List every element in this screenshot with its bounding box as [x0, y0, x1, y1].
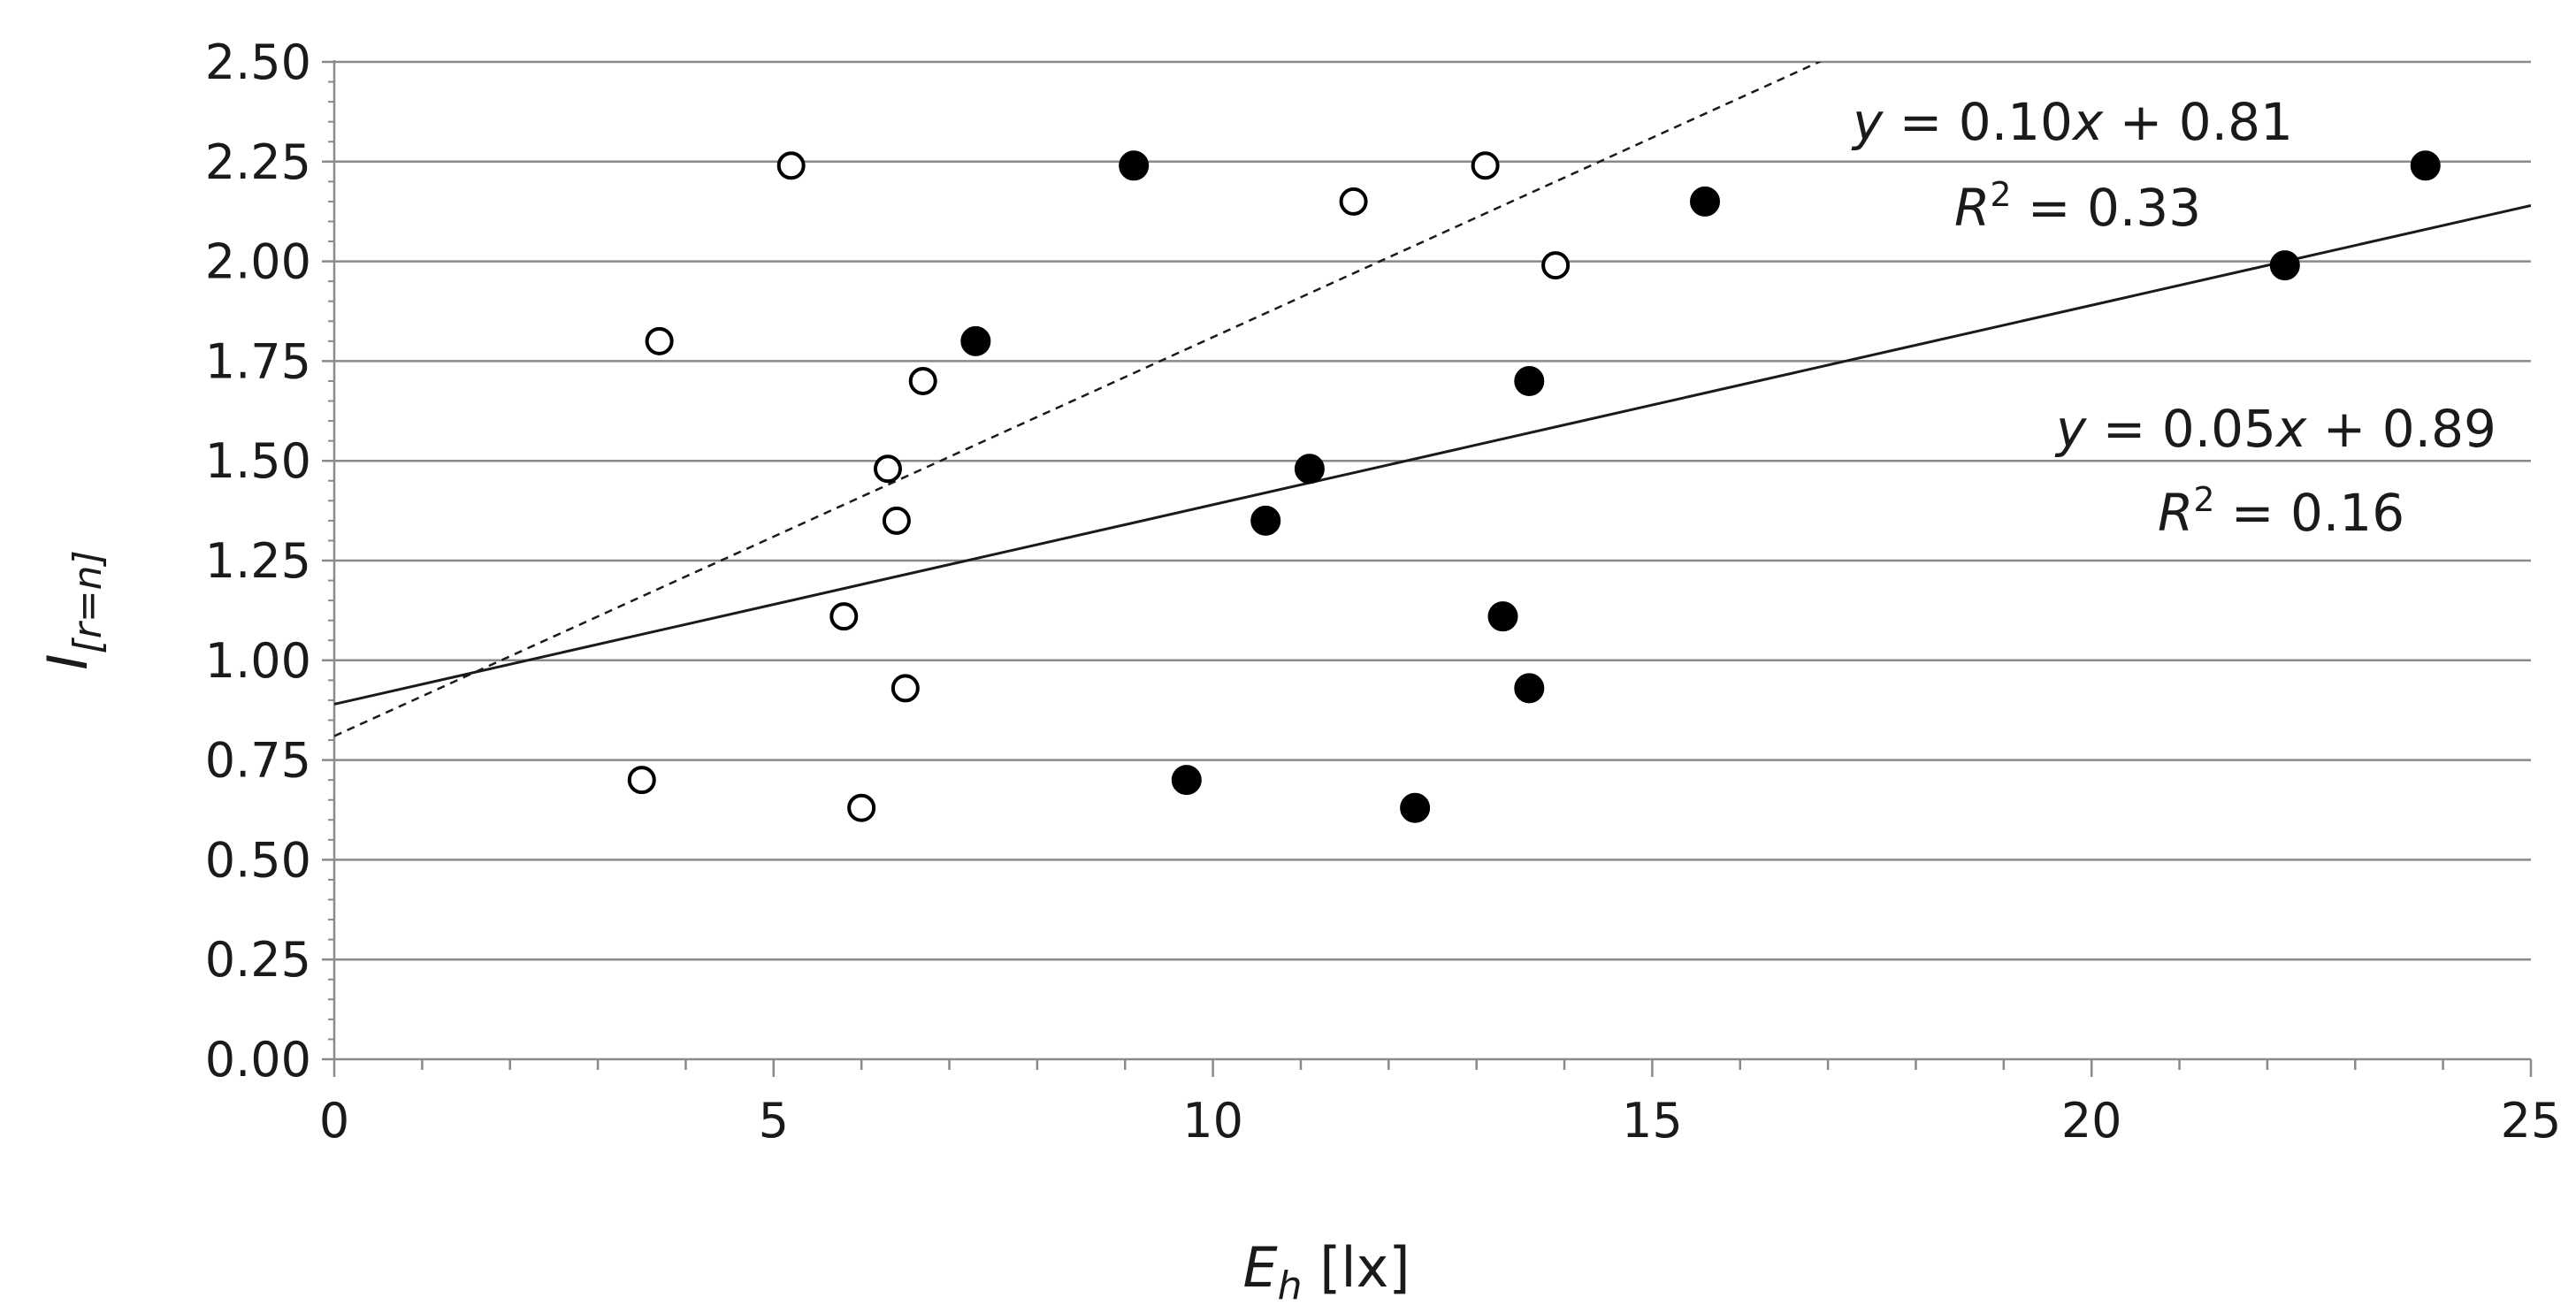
data-point-series-1	[645, 326, 674, 355]
y-tick-label: 0.25	[205, 932, 311, 988]
data-point-series-1	[847, 793, 876, 822]
x-axis-title-unit: [lx]	[1303, 1235, 1410, 1300]
data-point-series-2	[1487, 601, 1518, 632]
eq-slope: = 0.05	[2086, 399, 2276, 459]
data-point-series-1	[908, 366, 937, 395]
eq-intercept: + 0.89	[2306, 399, 2496, 459]
eq-intercept: + 0.81	[2103, 92, 2293, 152]
y-axis-title: I[r=n]	[35, 550, 111, 669]
trend-line-series-2	[334, 203, 2531, 706]
eq-x-symbol: x	[2071, 92, 2104, 152]
r-superscript: 2	[2193, 480, 2214, 519]
data-point-series-1	[627, 766, 656, 795]
r-symbol: R	[2158, 483, 2193, 543]
x-tick-label: 5	[759, 1093, 789, 1149]
data-point-series-2	[1400, 792, 1431, 823]
data-point-series-1	[882, 506, 911, 535]
y-tick-label: 0.50	[205, 832, 311, 888]
data-point-series-2	[1514, 673, 1545, 704]
r-squared-series-1: R2 = 0.33	[1954, 175, 2201, 238]
grid-lines	[334, 60, 2531, 961]
data-point-series-2	[1294, 454, 1325, 485]
data-point-series-1	[829, 602, 859, 631]
equation-series-1: y = 0.10x + 0.81	[1851, 92, 2293, 152]
data-point-series-2	[2269, 250, 2300, 281]
y-axis-title-main: I	[35, 653, 100, 669]
data-point-series-1	[776, 151, 806, 180]
data-point-series-1	[1339, 187, 1368, 216]
y-tick-label: 2.25	[205, 134, 311, 190]
axes	[322, 60, 2533, 1077]
data-point-series-2	[1690, 186, 1721, 217]
y-tick-label: 2.00	[205, 234, 311, 290]
data-point-series-2	[1119, 150, 1150, 181]
y-axis-tick-labels: 0.00 0.25 0.50 0.75 1.00 1.25 1.50 1.75 2.00 2.25…	[205, 34, 311, 1088]
x-axis-tick-labels: 0 5 10 15 20 25	[319, 1093, 2562, 1149]
x-axis-title: Eh [lx]	[1242, 1235, 1410, 1309]
y-tick-label: 1.50	[205, 433, 311, 489]
x-axis-title-main: E	[1242, 1235, 1278, 1300]
data-point-series-2	[2410, 150, 2441, 181]
y-tick-label: 2.50	[205, 34, 311, 90]
data-point-series-2	[1250, 505, 1281, 536]
r-value: = 0.16	[2215, 483, 2405, 543]
data-point-series-1	[1541, 251, 1571, 280]
x-tick-label: 20	[2061, 1093, 2122, 1149]
data-point-series-2	[1171, 765, 1202, 796]
trend-lines	[334, 62, 2531, 737]
eq-y-symbol: y	[1851, 92, 1884, 152]
y-tick-label: 1.25	[205, 533, 311, 589]
y-tick-label: 0.75	[205, 733, 311, 789]
y-tick-label: 1.00	[205, 633, 311, 689]
data-point-series-1	[873, 454, 902, 484]
data-point-series-1	[891, 674, 920, 703]
equation-series-2: y = 0.05x + 0.89	[2054, 399, 2496, 459]
eq-x-symbol: x	[2274, 399, 2307, 459]
y-tick-label: 1.75	[205, 333, 311, 389]
eq-slope: = 0.10	[1883, 92, 2073, 152]
y-axis-title-sub: [r=n]	[65, 550, 111, 653]
r-squared-series-2: R2 = 0.16	[2158, 480, 2404, 543]
r-superscript: 2	[1990, 175, 2011, 214]
x-tick-label: 10	[1182, 1093, 1243, 1149]
y-tick-label: 0.00	[205, 1032, 311, 1088]
data-point-series-2	[1514, 365, 1545, 396]
x-axis-title-sub: h	[1278, 1263, 1303, 1309]
x-tick-label: 25	[2501, 1093, 2562, 1149]
data-point-series-2	[960, 325, 991, 356]
r-value: = 0.33	[2012, 178, 2202, 238]
data-points	[627, 150, 2441, 823]
data-point-series-1	[1471, 151, 1500, 180]
eq-y-symbol: y	[2054, 399, 2087, 459]
x-tick-label: 15	[1622, 1093, 1683, 1149]
r-symbol: R	[1954, 178, 1990, 238]
trend-line-series-1	[334, 62, 1823, 737]
x-tick-label: 0	[319, 1093, 349, 1149]
